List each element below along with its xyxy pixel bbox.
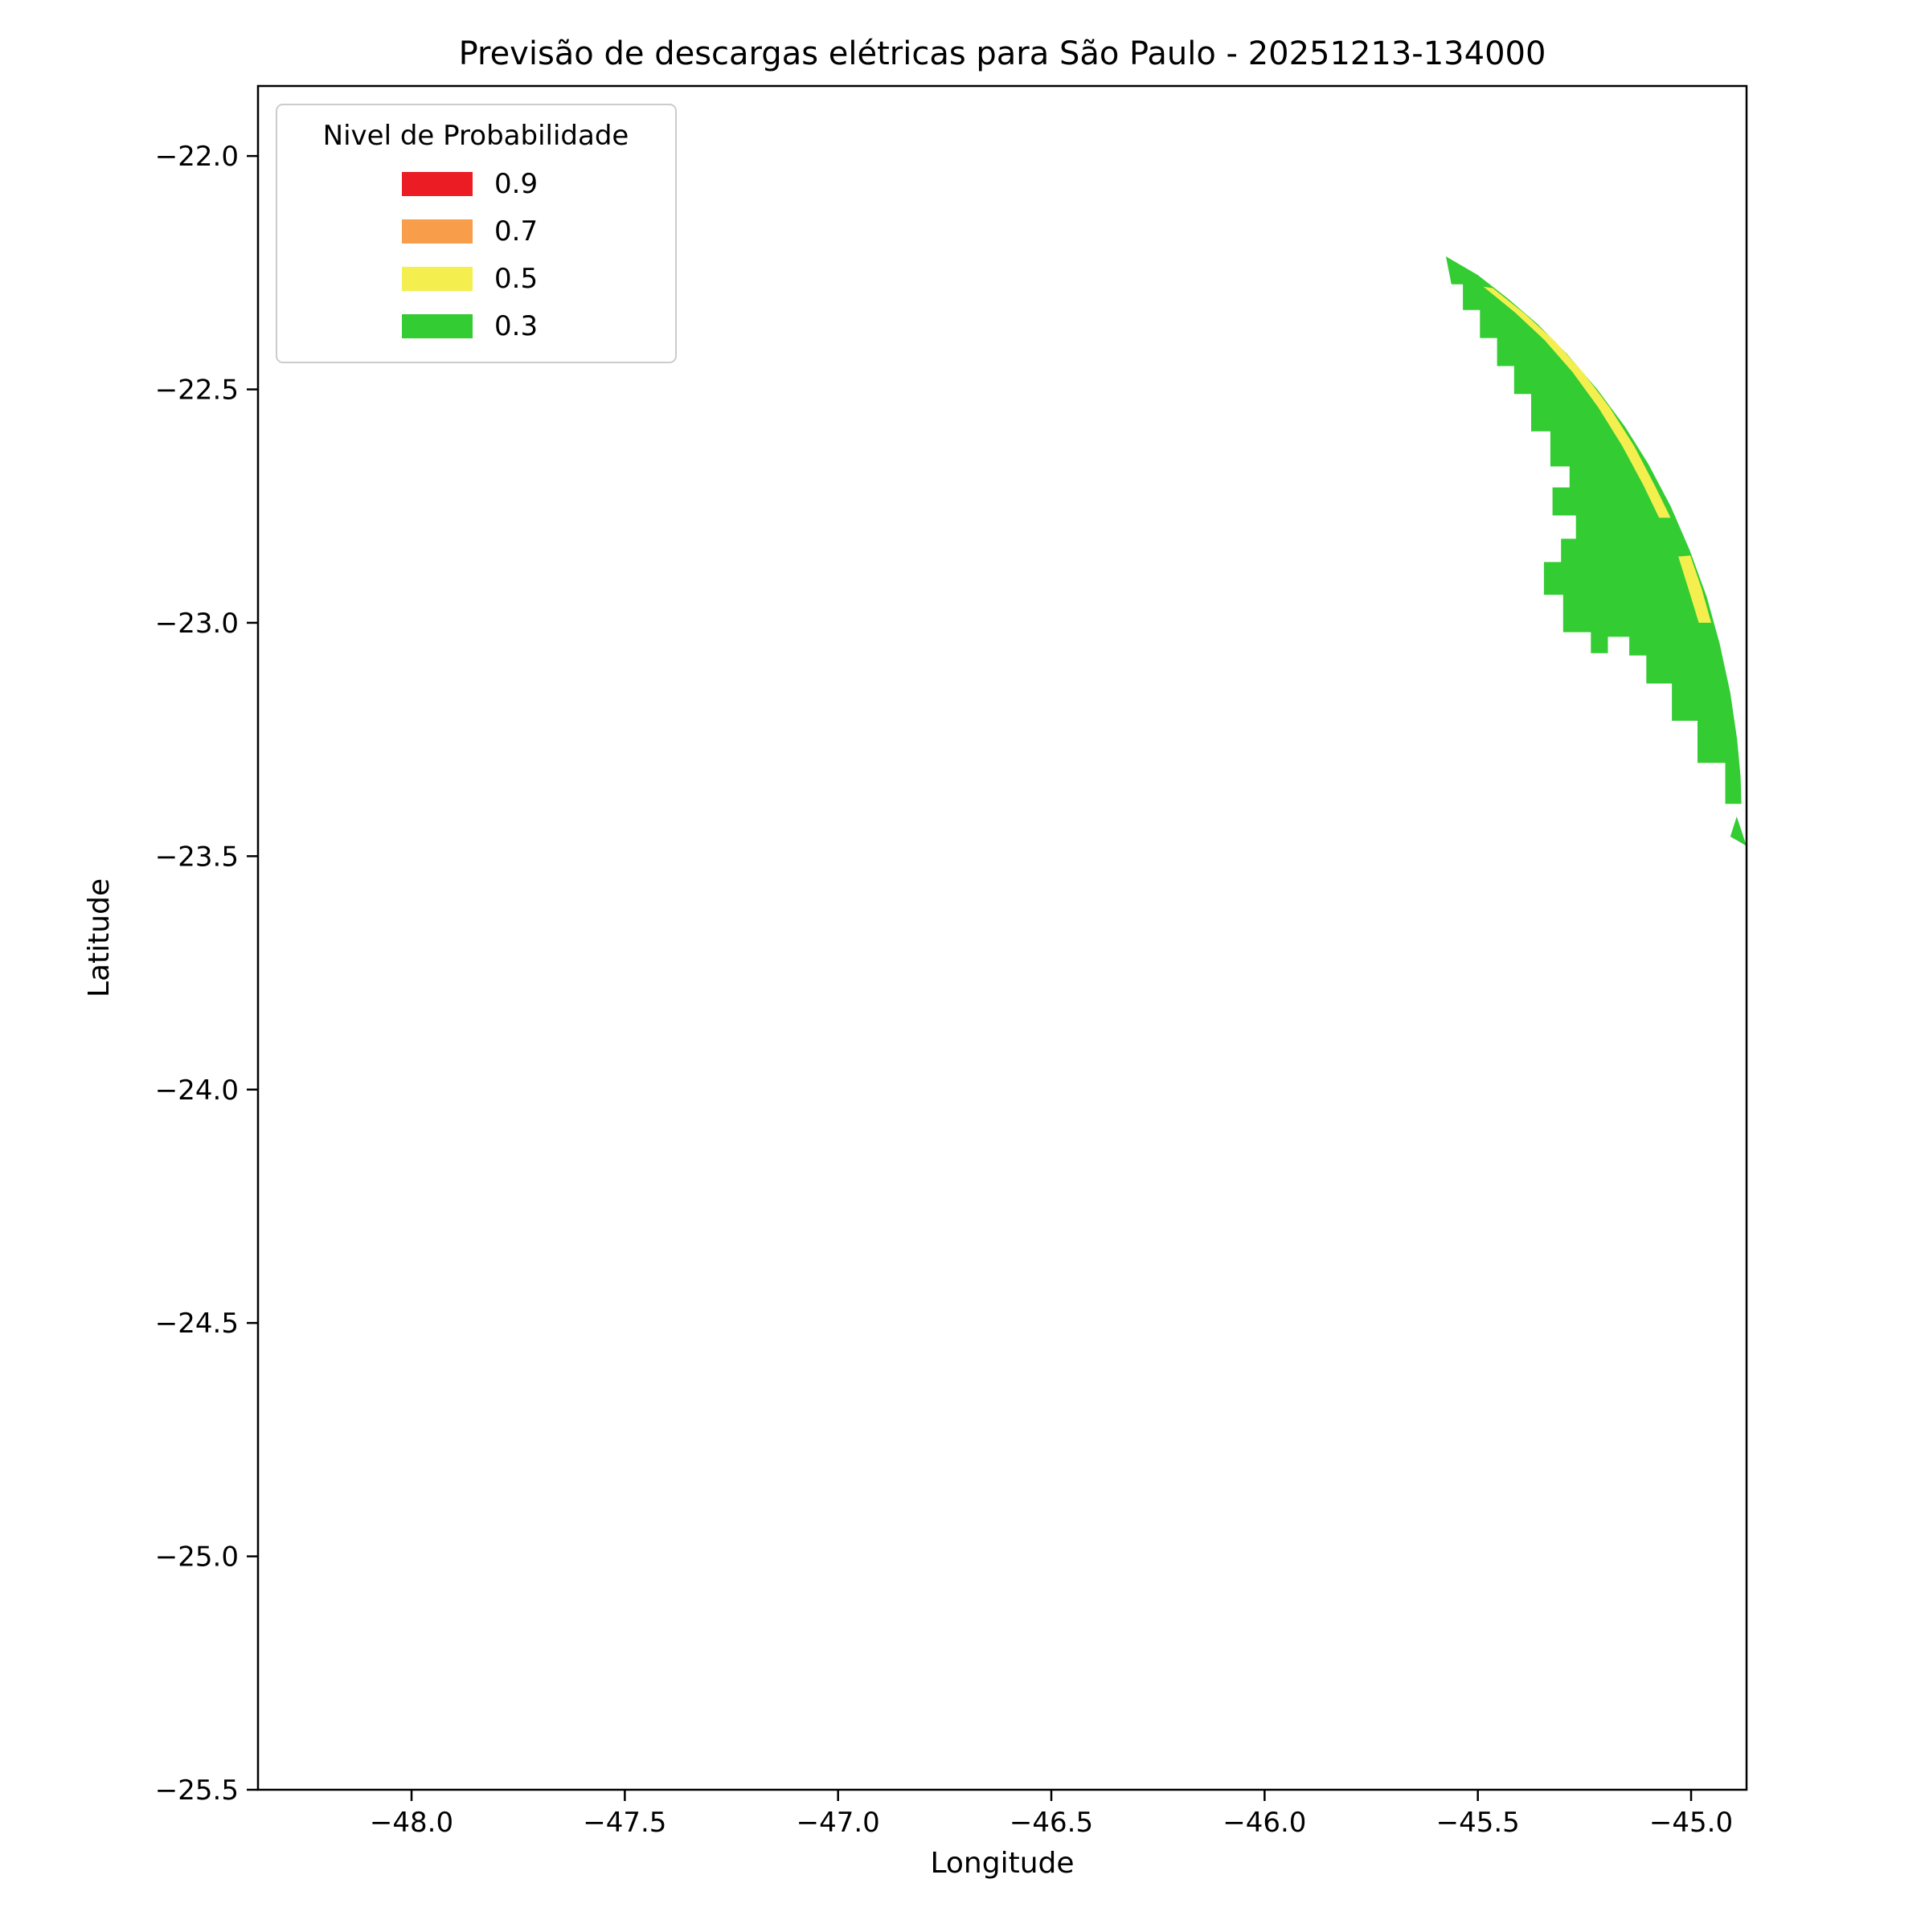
x-tick-label: −46.5 [1010, 1807, 1093, 1839]
y-tick-label: −24.0 [155, 1074, 239, 1107]
legend-entries: 0.9 0.7 0.5 0.3 [402, 168, 538, 342]
x-tick-label: −45.5 [1436, 1807, 1520, 1839]
legend-label-0.5: 0.5 [494, 263, 538, 295]
x-tick-label: −45.0 [1649, 1807, 1733, 1839]
legend-label-0.3: 0.3 [494, 310, 538, 342]
prob-0.3-detached-area [1730, 817, 1747, 846]
x-tick-label: −47.0 [797, 1807, 880, 1839]
x-tick-label: −46.0 [1223, 1807, 1306, 1839]
legend-swatch-0.5 [402, 267, 473, 291]
y-tick-label: −22.5 [155, 375, 239, 407]
y-axis-label: Latitude [83, 878, 116, 997]
plot-border [256, 84, 1748, 1791]
x-axis: −48.0 −47.5 −47.0 −46.5 −46.0 −45.5 −45.0 Long… [370, 1790, 1733, 1880]
prob-0.3-main-area [1445, 256, 1742, 804]
y-tick-label: −24.5 [155, 1308, 239, 1340]
chart-title: Previsão de descargas elétricas para São… [459, 35, 1546, 72]
y-axis: −22.0 −22.5 −23.0 −23.5 −24.0 −24.5 −25.0 −25.5… [83, 141, 258, 1807]
legend-swatch-0.3 [402, 314, 473, 338]
legend: Nivel de Probabilidade 0.9 0.7 0.5 0.3 [276, 104, 677, 363]
legend-box [276, 104, 677, 363]
plot-area [258, 86, 1747, 1790]
legend-label-0.9: 0.9 [494, 168, 538, 200]
x-axis-label: Longitude [930, 1847, 1074, 1880]
legend-title: Nivel de Probabilidade [323, 120, 629, 152]
x-tick-label: −47.5 [583, 1807, 666, 1839]
y-tick-label: −25.5 [155, 1774, 239, 1807]
y-tick-label: −23.0 [155, 608, 239, 640]
x-ticks: −48.0 −47.5 −47.0 −46.5 −46.0 −45.5 −45.0 [370, 1790, 1733, 1839]
prob-0.5-band-upper [1483, 286, 1671, 518]
x-tick-label: −48.0 [370, 1807, 453, 1839]
y-tick-label: −25.0 [155, 1541, 239, 1574]
legend-label-0.7: 0.7 [494, 215, 538, 248]
y-tick-label: −23.5 [155, 841, 239, 873]
y-ticks: −22.0 −22.5 −23.0 −23.5 −24.0 −24.5 −25.0 −25.5 [155, 141, 258, 1807]
y-tick-label: −22.0 [155, 141, 239, 173]
prob-0.5-band-lower [1678, 555, 1711, 623]
legend-swatch-0.7 [402, 219, 473, 244]
contour-regions [1445, 256, 1747, 846]
legend-swatch-0.9 [402, 172, 473, 196]
